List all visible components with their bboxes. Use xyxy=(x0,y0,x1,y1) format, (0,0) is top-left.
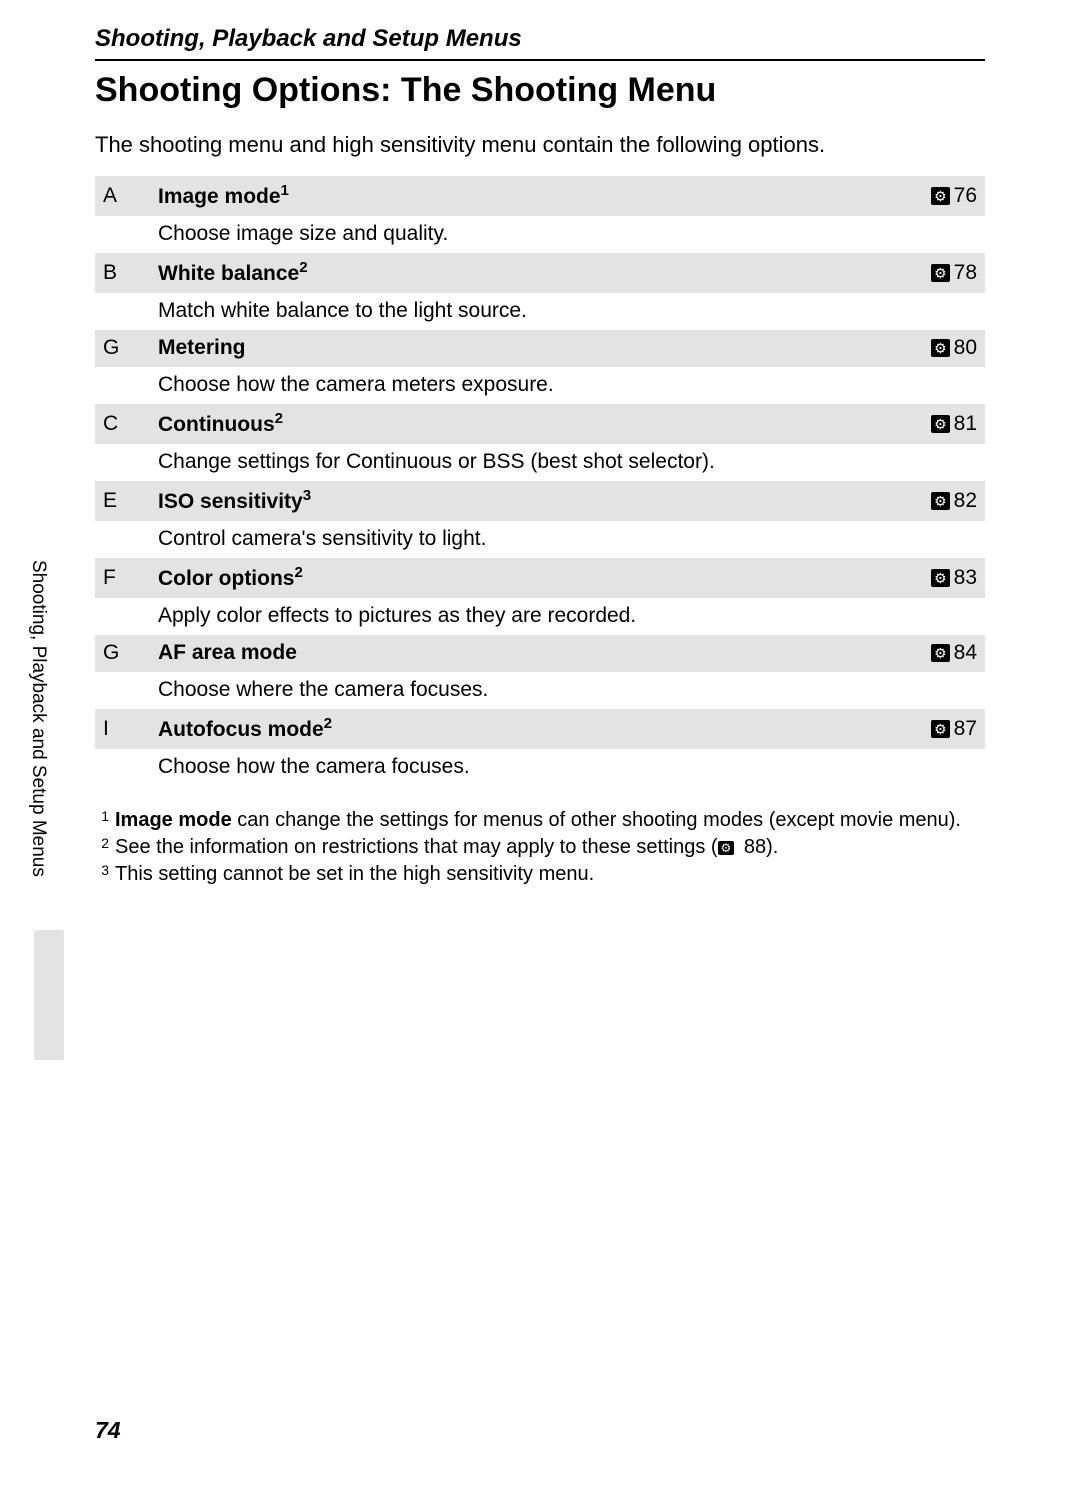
menu-item-superscript: 2 xyxy=(294,564,302,581)
menu-item-desc-spacer xyxy=(95,216,150,253)
menu-item-desc-row: Choose image size and quality. xyxy=(95,216,985,253)
page-ref-icon: ⚙ xyxy=(931,569,950,587)
menu-item-desc: Choose how the camera focuses. xyxy=(150,749,985,786)
menu-item-pageref: ⚙76 xyxy=(895,176,985,216)
menu-item-desc: Control camera's sensitivity to light. xyxy=(150,521,985,558)
footnote-text: See the information on restrictions that… xyxy=(115,835,985,860)
menu-item-desc-row: Choose where the camera focuses. xyxy=(95,672,985,709)
menu-item-letter: C xyxy=(95,404,150,444)
menu-item-pageref: ⚙80 xyxy=(895,330,985,367)
page-ref-icon: ⚙ xyxy=(718,841,735,855)
menu-item-desc: Choose image size and quality. xyxy=(150,216,985,253)
menu-item-letter: I xyxy=(95,709,150,749)
menu-item-label: Autofocus mode2 xyxy=(150,709,895,749)
page-ref-number: 81 xyxy=(954,412,977,435)
menu-item-label: Color options2 xyxy=(150,558,895,598)
menu-item-superscript: 2 xyxy=(275,410,283,427)
menu-item-pageref: ⚙84 xyxy=(895,635,985,672)
menu-item-superscript: 2 xyxy=(324,715,332,732)
menu-item-desc-row: Choose how the camera focuses. xyxy=(95,749,985,786)
footnote: 2See the information on restrictions tha… xyxy=(95,835,985,860)
menu-item-desc: Choose how the camera meters exposure. xyxy=(150,367,985,404)
menu-item-header: GAF area mode⚙84 xyxy=(95,635,985,672)
page-ref-number: 84 xyxy=(954,641,977,664)
menu-item-desc-spacer xyxy=(95,672,150,709)
menu-item-pageref: ⚙83 xyxy=(895,558,985,598)
menu-item-header: EISO sensitivity3⚙82 xyxy=(95,481,985,521)
menu-item-pageref: ⚙81 xyxy=(895,404,985,444)
menu-item-header: BWhite balance2⚙78 xyxy=(95,253,985,293)
footnote-text: Image mode can change the settings for m… xyxy=(115,808,985,833)
menu-item-desc-spacer xyxy=(95,598,150,635)
menu-item-desc-row: Change settings for Continuous or BSS (b… xyxy=(95,444,985,481)
footnote-number: 1 xyxy=(95,808,115,825)
menu-item-desc: Change settings for Continuous or BSS (b… xyxy=(150,444,985,481)
footnotes: 1Image mode can change the settings for … xyxy=(95,808,985,887)
menu-item-letter: G xyxy=(95,330,150,367)
page-ref-number: 83 xyxy=(954,566,977,589)
page-ref-number: 78 xyxy=(954,261,977,284)
menu-item-header: GMetering⚙80 xyxy=(95,330,985,367)
menu-item-desc-row: Choose how the camera meters exposure. xyxy=(95,367,985,404)
menu-item-desc-spacer xyxy=(95,521,150,558)
menu-item-letter: E xyxy=(95,481,150,521)
intro-text: The shooting menu and high sensitivity m… xyxy=(95,132,985,158)
menu-item-desc-spacer xyxy=(95,444,150,481)
menu-item-desc-spacer xyxy=(95,293,150,330)
page-ref-icon: ⚙ xyxy=(931,339,950,357)
page-number: 74 xyxy=(95,1417,121,1444)
page-ref-icon: ⚙ xyxy=(931,492,950,510)
menu-item-pageref: ⚙78 xyxy=(895,253,985,293)
section-header: Shooting, Playback and Setup Menus xyxy=(95,25,985,61)
menu-item-desc-row: Control camera's sensitivity to light. xyxy=(95,521,985,558)
page-ref-number: 80 xyxy=(954,336,977,359)
footnote-text: This setting cannot be set in the high s… xyxy=(115,862,985,887)
footnote: 3This setting cannot be set in the high … xyxy=(95,862,985,887)
menu-item-label: Image mode1 xyxy=(150,176,895,216)
menu-item-pageref: ⚙82 xyxy=(895,481,985,521)
menu-item-letter: F xyxy=(95,558,150,598)
chapter-title: Shooting Options: The Shooting Menu xyxy=(95,71,985,110)
side-tab-bg xyxy=(34,930,64,1060)
menu-item-header: IAutofocus mode2⚙87 xyxy=(95,709,985,749)
footnote: 1Image mode can change the settings for … xyxy=(95,808,985,833)
menu-item-header: AImage mode1⚙76 xyxy=(95,176,985,216)
menu-item-letter: A xyxy=(95,176,150,216)
menu-item-header: CContinuous2⚙81 xyxy=(95,404,985,444)
manual-page: Shooting, Playback and Setup Menus Shoot… xyxy=(0,0,1080,1486)
menu-item-desc: Match white balance to the light source. xyxy=(150,293,985,330)
menu-item-letter: G xyxy=(95,635,150,672)
menu-item-superscript: 2 xyxy=(299,259,307,276)
shooting-menu-table: AImage mode1⚙76Choose image size and qua… xyxy=(95,176,985,786)
menu-item-superscript: 1 xyxy=(281,182,289,199)
side-tab-text: Shooting, Playback and Setup Menus xyxy=(27,560,49,877)
menu-item-header: FColor options2⚙83 xyxy=(95,558,985,598)
page-ref-icon: ⚙ xyxy=(931,720,950,738)
menu-item-desc-spacer xyxy=(95,367,150,404)
page-ref-icon: ⚙ xyxy=(931,264,950,282)
menu-item-desc-row: Match white balance to the light source. xyxy=(95,293,985,330)
page-ref-icon: ⚙ xyxy=(931,644,950,662)
page-ref-number: 76 xyxy=(954,184,977,207)
menu-item-desc-row: Apply color effects to pictures as they … xyxy=(95,598,985,635)
side-tab: Shooting, Playback and Setup Menus xyxy=(34,620,64,1060)
page-ref-number: 87 xyxy=(954,717,977,740)
page-ref-icon: ⚙ xyxy=(931,187,950,205)
footnote-number: 3 xyxy=(95,862,115,879)
menu-item-desc: Apply color effects to pictures as they … xyxy=(150,598,985,635)
menu-item-label: AF area mode xyxy=(150,635,895,672)
menu-item-superscript: 3 xyxy=(303,487,311,504)
menu-item-label: Continuous2 xyxy=(150,404,895,444)
menu-item-desc-spacer xyxy=(95,749,150,786)
menu-item-label: White balance2 xyxy=(150,253,895,293)
footnote-number: 2 xyxy=(95,835,115,852)
menu-item-pageref: ⚙87 xyxy=(895,709,985,749)
menu-item-letter: B xyxy=(95,253,150,293)
page-ref-number: 82 xyxy=(954,489,977,512)
page-ref-icon: ⚙ xyxy=(931,415,950,433)
menu-item-label: Metering xyxy=(150,330,895,367)
menu-item-label: ISO sensitivity3 xyxy=(150,481,895,521)
menu-item-desc: Choose where the camera focuses. xyxy=(150,672,985,709)
